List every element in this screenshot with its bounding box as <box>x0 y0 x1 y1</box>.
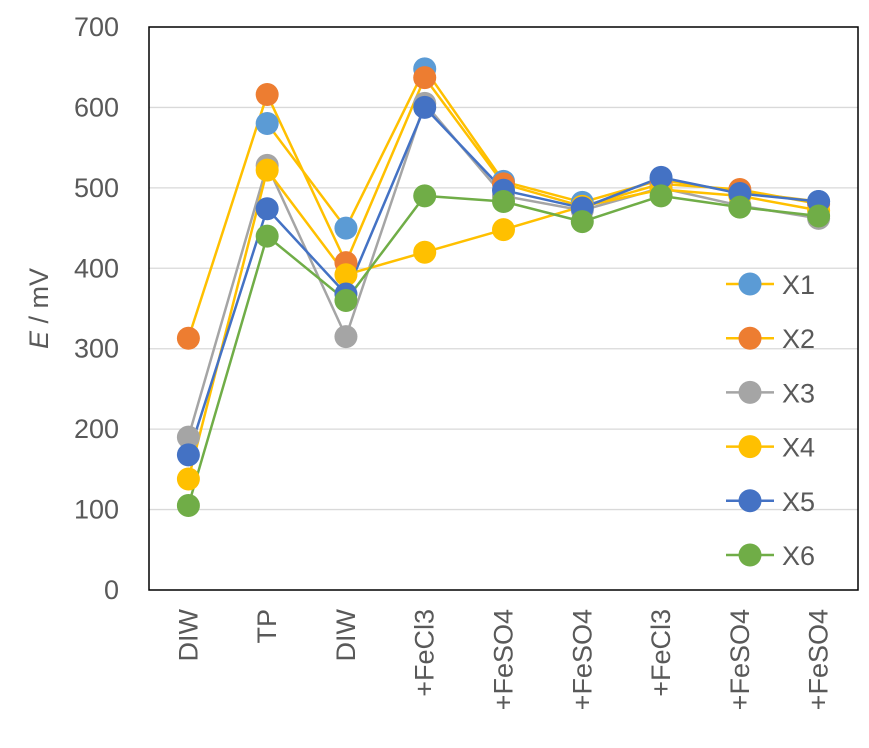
legend-item-x6: X6 <box>726 541 815 571</box>
legend-marker <box>738 326 762 350</box>
data-point-x6 <box>334 288 358 312</box>
series-line-x5 <box>187 106 819 456</box>
data-point-x4 <box>413 240 437 264</box>
legend-label: X1 <box>782 270 815 300</box>
x-axis-tick-labels: DIW TP DIW +FeCl3 +FeSO4 +FeSO4 +FeCl3 +FeSO4 +F… <box>173 608 833 710</box>
legend-label: X4 <box>782 433 815 463</box>
legend-item-x1: X1 <box>726 270 815 300</box>
data-point-x6 <box>649 184 673 208</box>
legend-marker <box>738 380 762 404</box>
data-point-x6 <box>413 184 437 208</box>
y-tick-label: 400 <box>74 253 119 283</box>
legend-label: X5 <box>782 487 815 517</box>
data-point-x4 <box>176 467 200 491</box>
x-tick-label: TP <box>252 609 282 644</box>
data-point-x4 <box>334 263 358 287</box>
x-tick-label: DIW <box>173 608 203 661</box>
data-point-x4 <box>255 158 279 182</box>
data-point-x6 <box>728 195 752 219</box>
series-markers <box>176 57 831 518</box>
data-point-x3 <box>176 425 200 449</box>
data-point-x5 <box>413 95 437 119</box>
data-point-x5 <box>255 197 279 221</box>
x-tick-label: +FeSO4 <box>567 609 597 710</box>
x-tick-label: +FeSO4 <box>489 609 519 710</box>
data-point-x5 <box>176 443 200 467</box>
y-axis-tick-labels: 0 100 200 300 400 500 600 700 <box>74 12 119 605</box>
data-point-x1 <box>255 112 279 136</box>
series-line-x3 <box>187 102 819 438</box>
data-point-x6 <box>492 190 515 214</box>
series-lines <box>187 67 819 506</box>
data-point-x6 <box>570 210 594 234</box>
y-tick-label: 700 <box>74 12 119 42</box>
data-point-x3 <box>334 325 358 349</box>
data-point-x6 <box>255 224 279 248</box>
series-line-x6 <box>187 194 819 506</box>
x-tick-label: +FeSO4 <box>725 609 755 710</box>
legend-marker <box>738 543 762 567</box>
legend-item-x3: X3 <box>726 378 815 408</box>
x-tick-label: +FeCl3 <box>410 609 440 697</box>
x-tick-label: DIW <box>331 608 361 661</box>
legend-label: X2 <box>782 324 815 354</box>
y-tick-label: 0 <box>104 575 119 605</box>
y-axis-title: E / mV <box>24 268 54 349</box>
data-point-x2 <box>255 83 279 107</box>
legend-marker <box>738 272 762 296</box>
y-axis-symbol: E <box>24 330 54 349</box>
data-point-x5 <box>649 165 673 189</box>
plot-area-frame <box>148 26 859 591</box>
series-line-x4 <box>187 168 819 480</box>
legend-marker <box>738 435 762 459</box>
x-tick-label: +FeSO4 <box>804 609 834 710</box>
legend-item-x5: X5 <box>726 487 815 517</box>
data-point-x4 <box>492 218 515 242</box>
legend: X1 X2 X3 X4 X5 X6 <box>726 270 815 571</box>
y-axis-unit: / mV <box>24 268 54 331</box>
data-point-x2 <box>176 326 200 350</box>
y-tick-label: 500 <box>74 173 119 203</box>
y-tick-label: 600 <box>74 92 119 122</box>
legend-item-x4: X4 <box>726 433 815 463</box>
legend-marker <box>738 489 762 513</box>
y-tick-label: 300 <box>74 334 119 364</box>
data-point-x6 <box>176 494 200 518</box>
legend-label: X3 <box>782 378 815 408</box>
y-tick-label: 100 <box>74 495 119 525</box>
data-point-x2 <box>413 66 437 90</box>
data-point-x1 <box>334 216 358 240</box>
legend-label: X6 <box>782 541 815 571</box>
x-tick-label: +FeCl3 <box>646 609 676 697</box>
y-tick-label: 200 <box>74 414 119 444</box>
legend-item-x2: X2 <box>726 324 815 354</box>
data-point-x6 <box>807 204 831 228</box>
